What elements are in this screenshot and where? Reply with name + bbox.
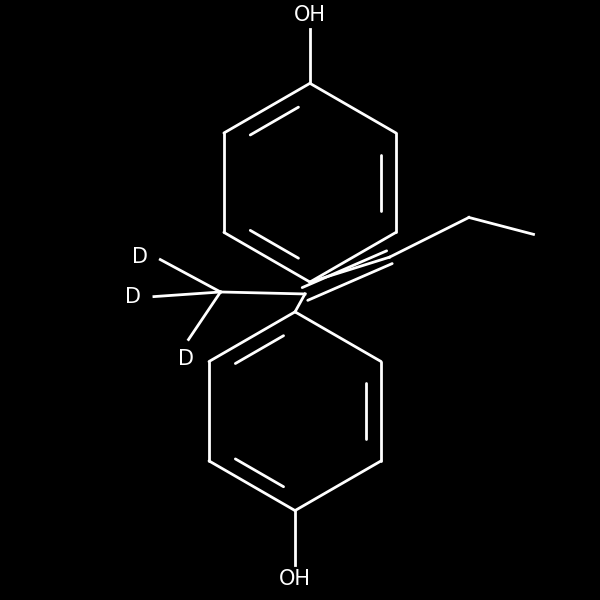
Text: D: D (178, 349, 194, 368)
Text: OH: OH (279, 569, 311, 589)
Text: D: D (132, 247, 148, 267)
Text: D: D (125, 287, 141, 307)
Text: OH: OH (294, 5, 326, 25)
